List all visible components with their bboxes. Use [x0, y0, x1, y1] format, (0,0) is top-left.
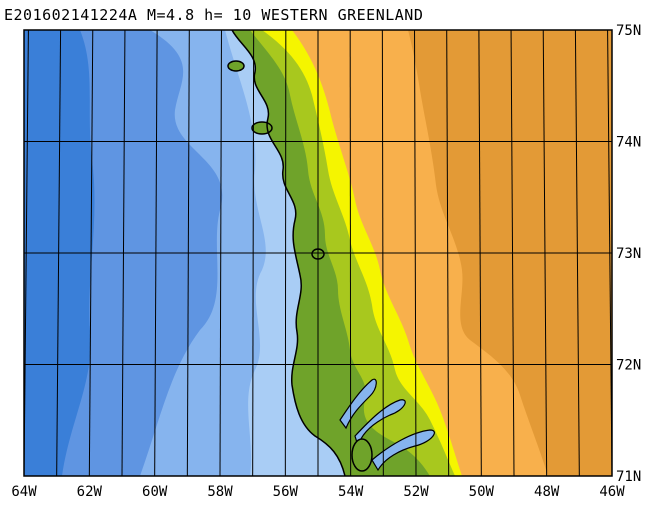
- longitude-label: 60W: [142, 484, 168, 500]
- longitude-label: 54W: [338, 484, 364, 500]
- longitude-labels: 64W 62W 60W 58W 56W 54W 52W 50W 48W 46W: [11, 484, 625, 500]
- fjord-3: [339, 378, 377, 430]
- longitude-label: 58W: [207, 484, 233, 500]
- island-north: [227, 60, 245, 72]
- coastline: [231, 29, 346, 477]
- longitude-label: 52W: [403, 484, 429, 500]
- latitude-labels: 71N 72N 73N 74N 75N: [616, 23, 641, 485]
- island-mid: [251, 121, 273, 135]
- longitude-label: 56W: [273, 484, 299, 500]
- longitude-label: 50W: [469, 484, 495, 500]
- island-disko: [351, 438, 373, 472]
- longitude-label: 64W: [11, 484, 37, 500]
- longitude-label: 62W: [77, 484, 103, 500]
- map-frame: [23, 29, 613, 477]
- latitude-label: 74N: [616, 135, 641, 151]
- latitude-label: 72N: [616, 358, 641, 374]
- map-title: E201602141224A M=4.8 h= 10 WESTERN GREEN…: [4, 6, 424, 24]
- graticule: [23, 29, 613, 477]
- latitude-label: 71N: [616, 469, 641, 485]
- fjord-1: [354, 399, 406, 449]
- longitude-label: 46W: [599, 484, 625, 500]
- fjord-2: [371, 429, 435, 472]
- latitude-label: 73N: [616, 246, 641, 262]
- latitude-label: 75N: [616, 23, 641, 39]
- longitude-label: 48W: [534, 484, 560, 500]
